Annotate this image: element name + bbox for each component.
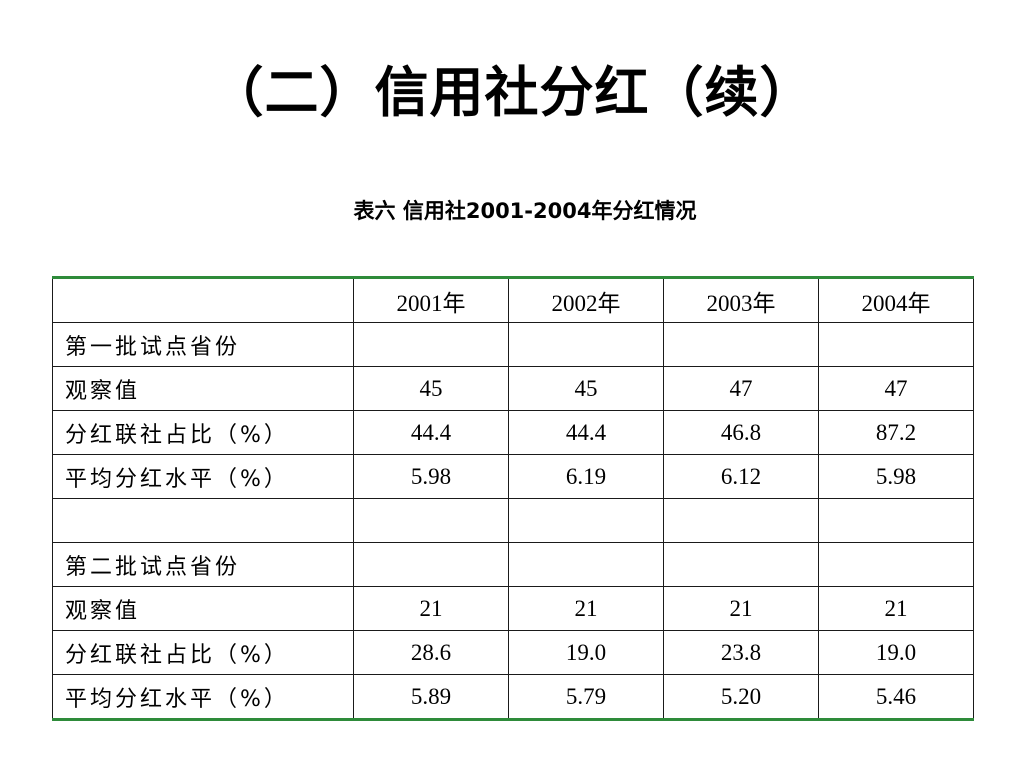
value-cell (353, 542, 509, 587)
slide-title: （二）信用社分红（续） (209, 61, 815, 124)
value-cell (353, 322, 509, 367)
header-corner-cell (52, 276, 354, 323)
year-header-cell: 2002年 (508, 276, 664, 323)
value-cell (353, 498, 509, 543)
value-cell: 19.0 (818, 630, 974, 675)
row-label-cell: 平均分红水平（%） (52, 674, 354, 721)
value-cell: 6.12 (663, 454, 819, 499)
value-cell: 5.98 (353, 454, 509, 499)
value-cell: 5.46 (818, 674, 974, 721)
table-row: 分红联社占比（%） 44.4 44.4 46.8 87.2 (52, 410, 974, 455)
table-row: 观察值 45 45 47 47 (52, 366, 974, 411)
value-cell (508, 542, 664, 587)
value-cell: 87.2 (818, 410, 974, 455)
value-cell (508, 322, 664, 367)
value-cell: 19.0 (508, 630, 664, 675)
row-label-cell: 分红联社占比（%） (52, 410, 354, 455)
value-cell: 5.98 (818, 454, 974, 499)
value-cell: 21 (818, 586, 974, 631)
value-cell (818, 542, 974, 587)
value-cell: 23.8 (663, 630, 819, 675)
value-cell: 46.8 (663, 410, 819, 455)
table-row: 分红联社占比（%） 28.6 19.0 23.8 19.0 (52, 630, 974, 675)
value-cell: 5.20 (663, 674, 819, 721)
row-label-cell (52, 498, 354, 543)
value-cell: 44.4 (353, 410, 509, 455)
row-label-cell: 平均分红水平（%） (52, 454, 354, 499)
table-row: 第一批试点省份 (52, 322, 974, 367)
year-header-cell: 2004年 (818, 276, 974, 323)
row-label-cell: 第一批试点省份 (52, 322, 354, 367)
year-header-cell: 2003年 (663, 276, 819, 323)
value-cell: 5.89 (353, 674, 509, 721)
value-cell: 21 (508, 586, 664, 631)
table-row: 第二批试点省份 (52, 542, 974, 587)
value-cell (508, 498, 664, 543)
value-cell: 47 (818, 366, 974, 411)
value-cell: 45 (508, 366, 664, 411)
row-label-cell: 观察值 (52, 366, 354, 411)
row-label-cell: 分红联社占比（%） (52, 630, 354, 675)
dividend-table: 2001年 2002年 2003年 2004年 第一批试点省份 观察值 45 45 47 47 分红… (52, 276, 974, 721)
value-cell: 45 (353, 366, 509, 411)
table-row: 平均分红水平（%） 5.98 6.19 6.12 5.98 (52, 454, 974, 499)
row-label-cell: 第二批试点省份 (52, 542, 354, 587)
value-cell (663, 322, 819, 367)
value-cell: 6.19 (508, 454, 664, 499)
row-label-cell: 观察值 (52, 586, 354, 631)
value-cell (818, 322, 974, 367)
value-cell (818, 498, 974, 543)
year-header-cell: 2001年 (353, 276, 509, 323)
value-cell: 21 (663, 586, 819, 631)
table-header-row: 2001年 2002年 2003年 2004年 (52, 276, 974, 323)
value-cell (663, 542, 819, 587)
value-cell: 21 (353, 586, 509, 631)
value-cell: 28.6 (353, 630, 509, 675)
value-cell: 47 (663, 366, 819, 411)
table-row (52, 498, 974, 543)
value-cell (663, 498, 819, 543)
table-caption: 表六 信用社2001-2004年分红情况 (353, 199, 697, 223)
value-cell: 44.4 (508, 410, 664, 455)
value-cell: 5.79 (508, 674, 664, 721)
table-body: 2001年 2002年 2003年 2004年 第一批试点省份 观察值 45 45 47 47 分红… (52, 276, 974, 721)
table-row: 平均分红水平（%） 5.89 5.79 5.20 5.46 (52, 674, 974, 721)
table-row: 观察值 21 21 21 21 (52, 586, 974, 631)
